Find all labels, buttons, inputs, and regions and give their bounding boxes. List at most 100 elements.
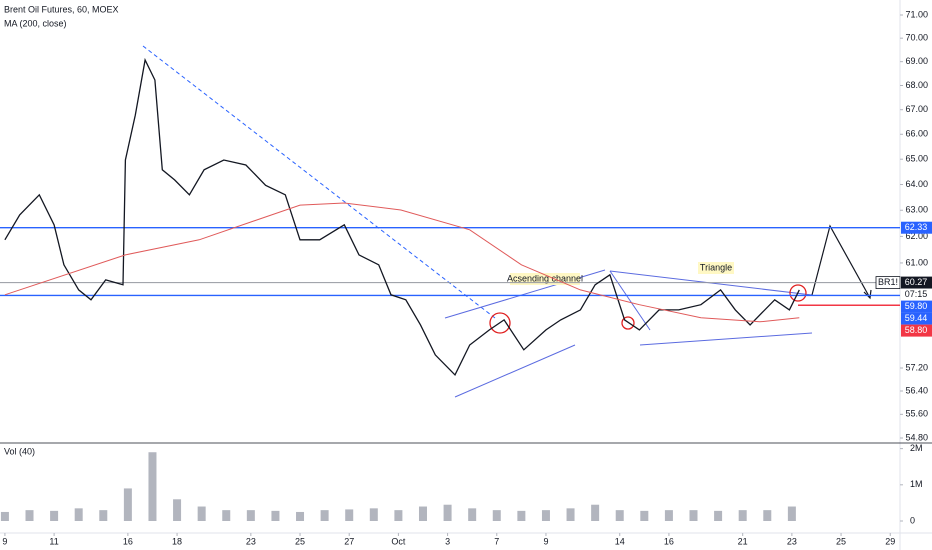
- volume-bar: [566, 508, 575, 521]
- x-tick-label: Oct: [391, 536, 406, 546]
- volume-bar: [25, 510, 34, 521]
- price-tag-label: 59.80: [905, 301, 928, 311]
- symbol-tag: [875, 276, 901, 290]
- highlight-circle: [489, 312, 511, 334]
- y-tick-label: 68.00: [905, 80, 928, 90]
- volume-bar: [197, 506, 206, 521]
- y-tick-label: 64.00: [905, 179, 928, 189]
- volume-bar: [541, 510, 550, 521]
- x-tick-label: 25: [836, 536, 846, 546]
- volume-bar: [123, 488, 132, 521]
- x-tick-label: 29: [885, 536, 895, 546]
- volume-tick-label: 2M: [910, 443, 923, 453]
- volume-bar: [74, 508, 83, 521]
- x-tick-label: 25: [295, 536, 305, 546]
- price-tag: [901, 276, 932, 289]
- volume-bar: [468, 508, 477, 521]
- price-tag-label: 58.80: [905, 325, 928, 335]
- volume-bar: [689, 510, 698, 521]
- x-tick-label: 3: [445, 536, 450, 546]
- volume-bar: [394, 510, 403, 521]
- highlight-circle: [789, 284, 807, 302]
- ma-line: [4, 202, 800, 323]
- price-tag: [901, 324, 932, 337]
- annotation-box: [698, 262, 734, 274]
- x-tick-label: 23: [246, 536, 256, 546]
- indicator-legend: MA (200, close): [4, 18, 67, 28]
- volume-bar: [492, 510, 501, 521]
- volume-bar: [296, 511, 305, 521]
- volume-bar: [369, 508, 378, 521]
- price-tag: [901, 300, 932, 313]
- y-tick-label: 69.00: [905, 56, 928, 66]
- countdown-label: 07:15: [905, 289, 928, 299]
- y-tick-label: 54.80: [905, 432, 928, 442]
- chart-title: Brent Oil Futures, 60, MOEX: [4, 4, 119, 14]
- volume-bar: [320, 510, 329, 521]
- volume-bar: [763, 510, 772, 521]
- y-tick-label: 66.00: [905, 129, 928, 139]
- price-tag: [901, 221, 932, 234]
- y-tick-label: 62.00: [905, 231, 928, 241]
- volume-bar: [246, 510, 255, 521]
- volume-bar: [50, 510, 59, 521]
- x-tick-label: 16: [123, 536, 133, 546]
- y-tick-label: 61.00: [905, 257, 928, 267]
- symbol-tag-label: BR1!: [878, 277, 898, 287]
- volume-bar: [173, 499, 182, 521]
- annotation: Acsending channel: [507, 273, 583, 283]
- price-tag-label: 62.33: [905, 222, 928, 232]
- y-tick-label: 55.60: [905, 409, 928, 419]
- volume-bar: [640, 510, 649, 521]
- y-tick-label: 57.20: [905, 362, 928, 372]
- volume-bar: [222, 510, 231, 521]
- volume-bar: [443, 504, 452, 521]
- x-tick-label: 9: [543, 536, 548, 546]
- volume-bar: [787, 506, 796, 521]
- x-tick-label: 14: [615, 536, 625, 546]
- volume-bar: [345, 509, 354, 521]
- x-tick-label: 27: [344, 536, 354, 546]
- price-tag: [901, 312, 932, 325]
- x-tick-label: 18: [172, 536, 182, 546]
- volume-tick-label: 1M: [910, 479, 923, 489]
- volume-bar: [99, 510, 108, 521]
- volume-bar: [738, 510, 747, 521]
- y-tick-label: 67.00: [905, 104, 928, 114]
- volume-bar: [517, 510, 526, 521]
- y-tick-label: 63.00: [905, 205, 928, 215]
- volume-bar: [148, 452, 157, 521]
- x-tick-label: 23: [787, 536, 797, 546]
- y-tick-label: 71.00: [905, 9, 928, 19]
- x-tick-label: 21: [738, 536, 748, 546]
- volume-bar: [271, 510, 280, 521]
- arrow-head: [863, 289, 872, 300]
- projection-arrow: [811, 224, 871, 299]
- triangle-lower: [639, 332, 813, 346]
- volume-bar: [714, 510, 723, 521]
- countdown-tag: [901, 288, 932, 301]
- volume-bar: [664, 510, 673, 521]
- triangle-leg: [609, 270, 651, 331]
- y-tick-label: 70.00: [905, 33, 928, 43]
- volume-tick-label: 0: [910, 515, 915, 525]
- volume-bar: [0, 511, 9, 521]
- x-tick-label: 7: [494, 536, 499, 546]
- volume-bar: [418, 506, 427, 521]
- volume-bar: [591, 504, 600, 521]
- y-tick-label: 65.00: [905, 154, 928, 164]
- volume-legend: Vol (40): [4, 446, 35, 456]
- highlight-circle: [621, 316, 635, 330]
- price-tag-label: 59.44: [905, 313, 928, 323]
- x-tick-label: 16: [664, 536, 674, 546]
- y-tick-label: 56.40: [905, 385, 928, 395]
- x-tick-label: 11: [49, 536, 58, 546]
- price-line: [4, 57, 800, 377]
- annotation: Triangle: [700, 262, 732, 272]
- volume-bar: [615, 510, 624, 521]
- channel-lower: [454, 344, 576, 398]
- price-tag-label: 60.27: [905, 277, 928, 287]
- x-tick-label: 9: [2, 536, 7, 546]
